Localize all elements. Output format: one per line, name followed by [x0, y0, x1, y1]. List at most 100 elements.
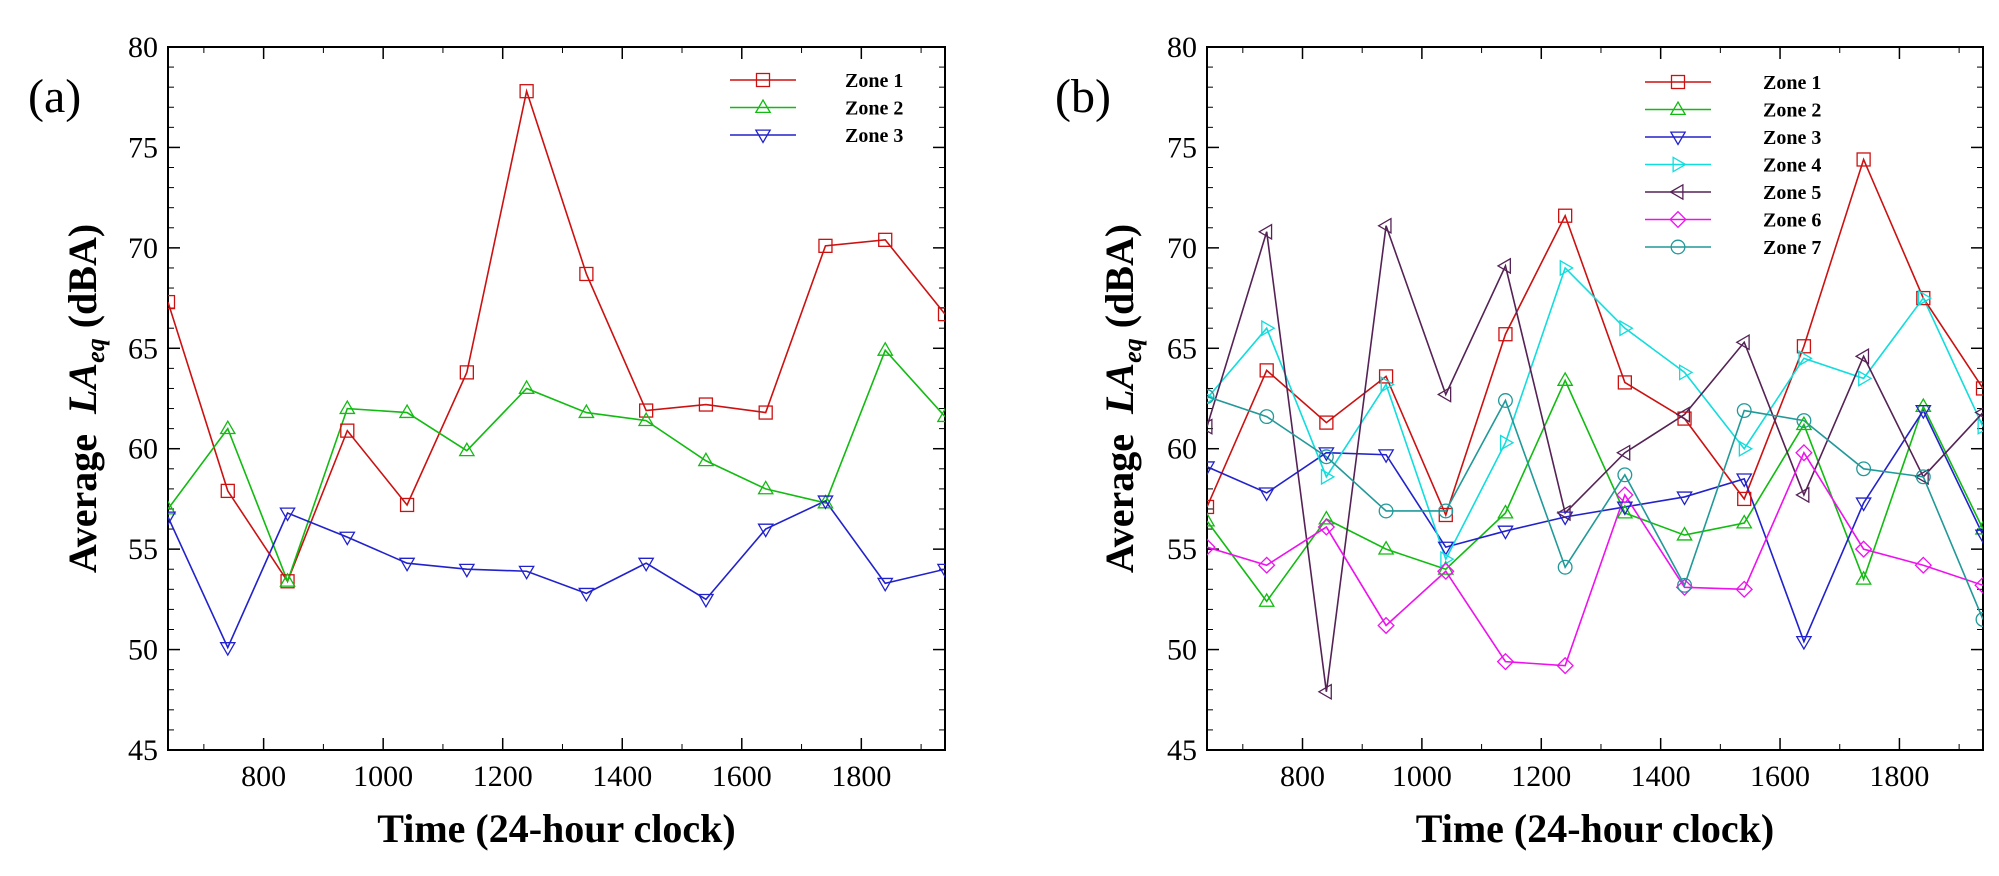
x-tick-label: 1000	[1392, 760, 1452, 793]
y-tick-label: 50	[1167, 634, 1197, 667]
data-point-zone-1	[818, 238, 833, 253]
data-point-zone-7	[1856, 461, 1872, 477]
legend-marker-zone-2	[1669, 100, 1687, 116]
x-tick-label: 1800	[1869, 760, 1929, 793]
legend-marker-zone-3	[754, 129, 772, 144]
y-tick-label: 70	[128, 232, 158, 265]
x-tick-label: 1400	[592, 760, 652, 793]
data-point-zone-2	[1556, 371, 1574, 386]
data-point-zone-3	[1318, 447, 1335, 462]
data-point-zone-1	[1617, 375, 1632, 390]
data-point-zone-2	[458, 441, 476, 457]
data-point-zone-4	[1917, 289, 1933, 307]
data-point-zone-1	[168, 294, 176, 310]
data-point-zone-3	[1556, 511, 1574, 526]
plot-area	[168, 84, 945, 657]
data-point-zone-3	[1915, 405, 1932, 420]
data-point-zone-2	[1616, 504, 1634, 519]
data-point-zone-7	[1677, 577, 1693, 593]
data-point-zone-5	[1616, 444, 1631, 462]
data-point-zone-6	[1675, 578, 1694, 597]
x-tick-label: 1200	[473, 760, 533, 793]
data-point-zone-2	[936, 407, 945, 423]
data-point-zone-1	[1558, 208, 1573, 223]
y-axis-title-unit: (dBA)	[1097, 224, 1142, 328]
data-point-zone-3	[578, 587, 595, 603]
data-point-zone-1	[937, 306, 945, 322]
legend-label-zone-3: Zone 3	[845, 125, 903, 147]
series-line-zone-7	[1207, 395, 1983, 620]
series-line-zone-1	[1207, 157, 1983, 518]
data-point-zone-2	[279, 572, 296, 587]
data-point-zone-1	[1856, 152, 1871, 167]
data-point-zone-5	[1974, 407, 1983, 418]
data-point-zone-2	[1974, 520, 1983, 535]
y-tick-label: 60	[128, 433, 158, 466]
x-tick-label: 1000	[353, 760, 413, 793]
data-point-zone-4	[1380, 376, 1395, 393]
y-tick-label: 75	[128, 131, 158, 164]
x-tick-label: 1400	[1631, 760, 1691, 793]
data-point-zone-2	[578, 403, 595, 419]
data-point-zone-3	[817, 495, 834, 510]
data-point-zone-2	[637, 411, 655, 427]
data-point-zone-5	[1317, 683, 1332, 701]
data-point-zone-5	[1496, 257, 1511, 275]
data-point-zone-7	[1207, 389, 1215, 404]
x-tick-label: 800	[241, 760, 286, 793]
data-point-zone-7	[1318, 449, 1334, 465]
legend-marker-zone-5	[1669, 183, 1684, 201]
data-point-zone-5	[1675, 406, 1691, 423]
data-point-zone-5	[1377, 217, 1392, 235]
data-point-zone-1	[340, 423, 355, 438]
data-point-zone-7	[1378, 503, 1394, 519]
y-axis-title-subscript: eq	[1118, 338, 1147, 363]
y-tick-label: 75	[1167, 131, 1197, 164]
data-point-zone-7	[1617, 467, 1633, 483]
data-point-zone-1	[399, 497, 415, 513]
data-point-zone-5	[1257, 223, 1273, 241]
y-axis-title: Average LAeq (dBA)	[60, 224, 110, 573]
data-point-zone-5	[1436, 386, 1452, 403]
data-point-zone-4	[1320, 468, 1336, 486]
data-point-zone-4	[1440, 550, 1455, 568]
y-tick-label: 55	[128, 533, 158, 566]
data-point-zone-3	[697, 593, 715, 609]
data-point-zone-7	[1259, 409, 1275, 425]
data-point-zone-4	[1679, 364, 1694, 381]
data-point-zone-3	[936, 563, 945, 579]
legend-label-zone-5: Zone 5	[1763, 182, 1821, 204]
data-point-zone-6	[1914, 556, 1933, 574]
data-point-zone-2	[1855, 570, 1872, 585]
panel-a-zone-noise-chart: 45 50 55 60 65 70 75 80 800 1000 1200 1400 1600 1800 (…	[28, 31, 946, 851]
data-point-zone-1	[459, 365, 474, 380]
data-point-zone-1	[878, 232, 893, 247]
legend: Zone 1 Zone 2 Zone 3 Zone 4 Zone 5 Zone 6 Zone…	[1645, 72, 1821, 259]
legend-marker-zone-4	[1672, 156, 1687, 173]
y-axis-title: Average LAeq (dBA)	[1097, 224, 1147, 573]
y-axis-title-unit: (dBA)	[60, 224, 105, 328]
data-point-zone-4	[1798, 350, 1813, 367]
data-point-zone-5	[1556, 504, 1571, 522]
x-tick-label: 1600	[712, 760, 772, 793]
x-tick-label: 1200	[1511, 760, 1571, 793]
data-point-zone-7	[1796, 413, 1812, 429]
data-point-zone-3	[637, 557, 655, 572]
data-point-zone-3	[219, 642, 237, 657]
data-point-zone-4	[1559, 259, 1574, 277]
x-tick-label: 1600	[1750, 760, 1810, 793]
legend-marker-zone-1	[755, 72, 771, 88]
data-point-zone-6	[1616, 486, 1634, 504]
series-line-zone-1	[168, 88, 945, 583]
data-point-zone-3	[518, 565, 535, 581]
data-point-zone-2	[757, 480, 774, 495]
y-tick-label: 65	[128, 332, 158, 365]
data-point-zone-7	[1438, 503, 1454, 519]
series-line-zone-3	[168, 499, 945, 650]
data-point-zone-2	[1676, 526, 1693, 541]
data-point-zone-1	[1737, 491, 1752, 507]
data-point-zone-1	[1975, 381, 1983, 396]
y-tick-label: 45	[1167, 734, 1197, 767]
data-point-zone-4	[1977, 418, 1983, 435]
data-point-zone-1	[1498, 327, 1513, 342]
